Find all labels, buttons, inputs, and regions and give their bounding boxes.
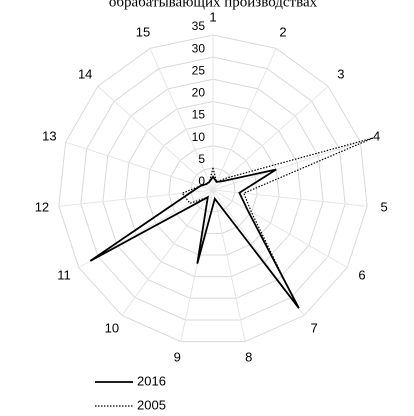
axis-label: 2 [279,24,286,39]
axis-label: 8 [245,350,252,365]
legend-label: 2016 [137,373,166,388]
series-line [181,137,374,305]
axis-label: 4 [373,128,380,143]
chart-title: обрабатывающих производствах [109,0,318,10]
spoke [212,85,329,191]
spoke [212,141,361,191]
grid-ring [168,145,258,234]
axis-label: 1 [209,9,216,24]
spoke [58,189,214,207]
tick-label: 20 [192,86,206,100]
tick-label: 15 [192,108,206,122]
tick-label: 35 [192,19,206,33]
spoke [97,85,214,191]
tick-label: 5 [198,152,205,166]
axis-label: 9 [174,350,181,365]
axis-label: 10 [105,321,119,336]
axis-label: 11 [57,267,71,282]
axis-label: 6 [358,267,365,282]
spoke [212,189,246,342]
grid-ring [124,100,302,278]
spoke [180,189,214,342]
axis-label: 7 [310,321,317,336]
axis-label: 5 [380,199,387,214]
axis-label: 15 [136,24,150,39]
grid-ring [102,78,324,299]
axis-label: 12 [35,199,49,214]
tick-label: 30 [192,41,206,55]
series-line [89,168,300,309]
grid-ring [80,56,346,321]
spoke [212,48,277,191]
axis-label: 3 [337,66,344,81]
legend-label: 2005 [137,397,166,412]
spoke [65,141,214,191]
spoke [212,189,348,268]
tick-label: 0 [198,174,205,188]
tick-label: 10 [192,130,206,144]
spoke [121,189,214,316]
axis-label: 13 [42,128,56,143]
axis-label: 14 [78,66,92,81]
grid-ring [146,123,280,256]
tick-label: 25 [192,63,206,77]
grid-ring [58,34,368,343]
spoke [149,48,214,191]
